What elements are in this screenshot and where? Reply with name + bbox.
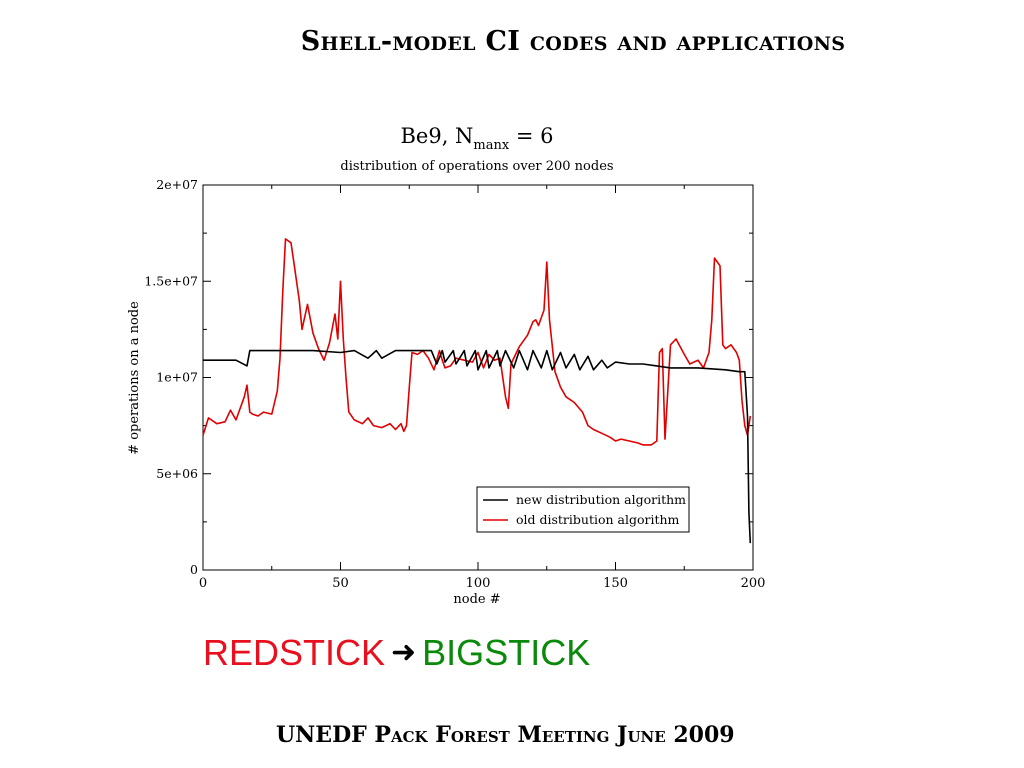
x-tick-label: 100 [466, 576, 491, 591]
arrow-right-icon: ➜ [391, 636, 417, 669]
bigstick-label: BIGSTICK [422, 632, 591, 673]
series-layer [202, 238, 752, 544]
plot-area: 0 50 100 150 200 0 5e+06 1e+07 1.5e+07 2e+07 [144, 177, 765, 591]
series-line-new [203, 349, 752, 544]
code-transition: REDSTICK ➜ BIGSTICK [203, 632, 590, 674]
slide-title: Shell-model CI codes and applications [300, 26, 846, 57]
chart-title-sub: manx [473, 138, 509, 153]
x-tick-label: 0 [199, 576, 207, 591]
footer: UNEDF Pack Forest Meeting June 2009 [276, 722, 735, 748]
x-axis-label: node # [453, 592, 500, 607]
legend-label-old: old distribution algorithm [516, 512, 680, 527]
y-tick-label: 5e+06 [156, 466, 198, 481]
x-tick-label: 150 [603, 576, 628, 591]
y-tick-label: 0 [190, 562, 198, 577]
y-tick-label: 2e+07 [156, 177, 198, 192]
y-tick-label: 1e+07 [156, 370, 198, 385]
chart: Be9, Nmanx = 6 distribution of operation… [120, 118, 800, 618]
redstick-label: REDSTICK [203, 632, 386, 673]
y-tick-label: 1.5e+07 [144, 273, 198, 288]
y-axis-label: # operations on a node [127, 301, 142, 455]
chart-title-main: Be9, N [400, 124, 473, 148]
chart-subtitle: distribution of operations over 200 node… [340, 159, 613, 174]
legend-box [476, 486, 690, 533]
chart-title: Be9, Nmanx = 6 [400, 124, 553, 153]
legend-label-new: new distribution algorithm [516, 492, 686, 507]
series-line-old [202, 238, 752, 446]
chart-svg: Be9, Nmanx = 6 distribution of operation… [127, 124, 765, 607]
legend: new distribution algorithm old distribut… [476, 486, 690, 533]
x-tick-label: 50 [332, 576, 349, 591]
chart-title-eq: = 6 [509, 124, 553, 148]
x-tick-label: 200 [741, 576, 766, 591]
